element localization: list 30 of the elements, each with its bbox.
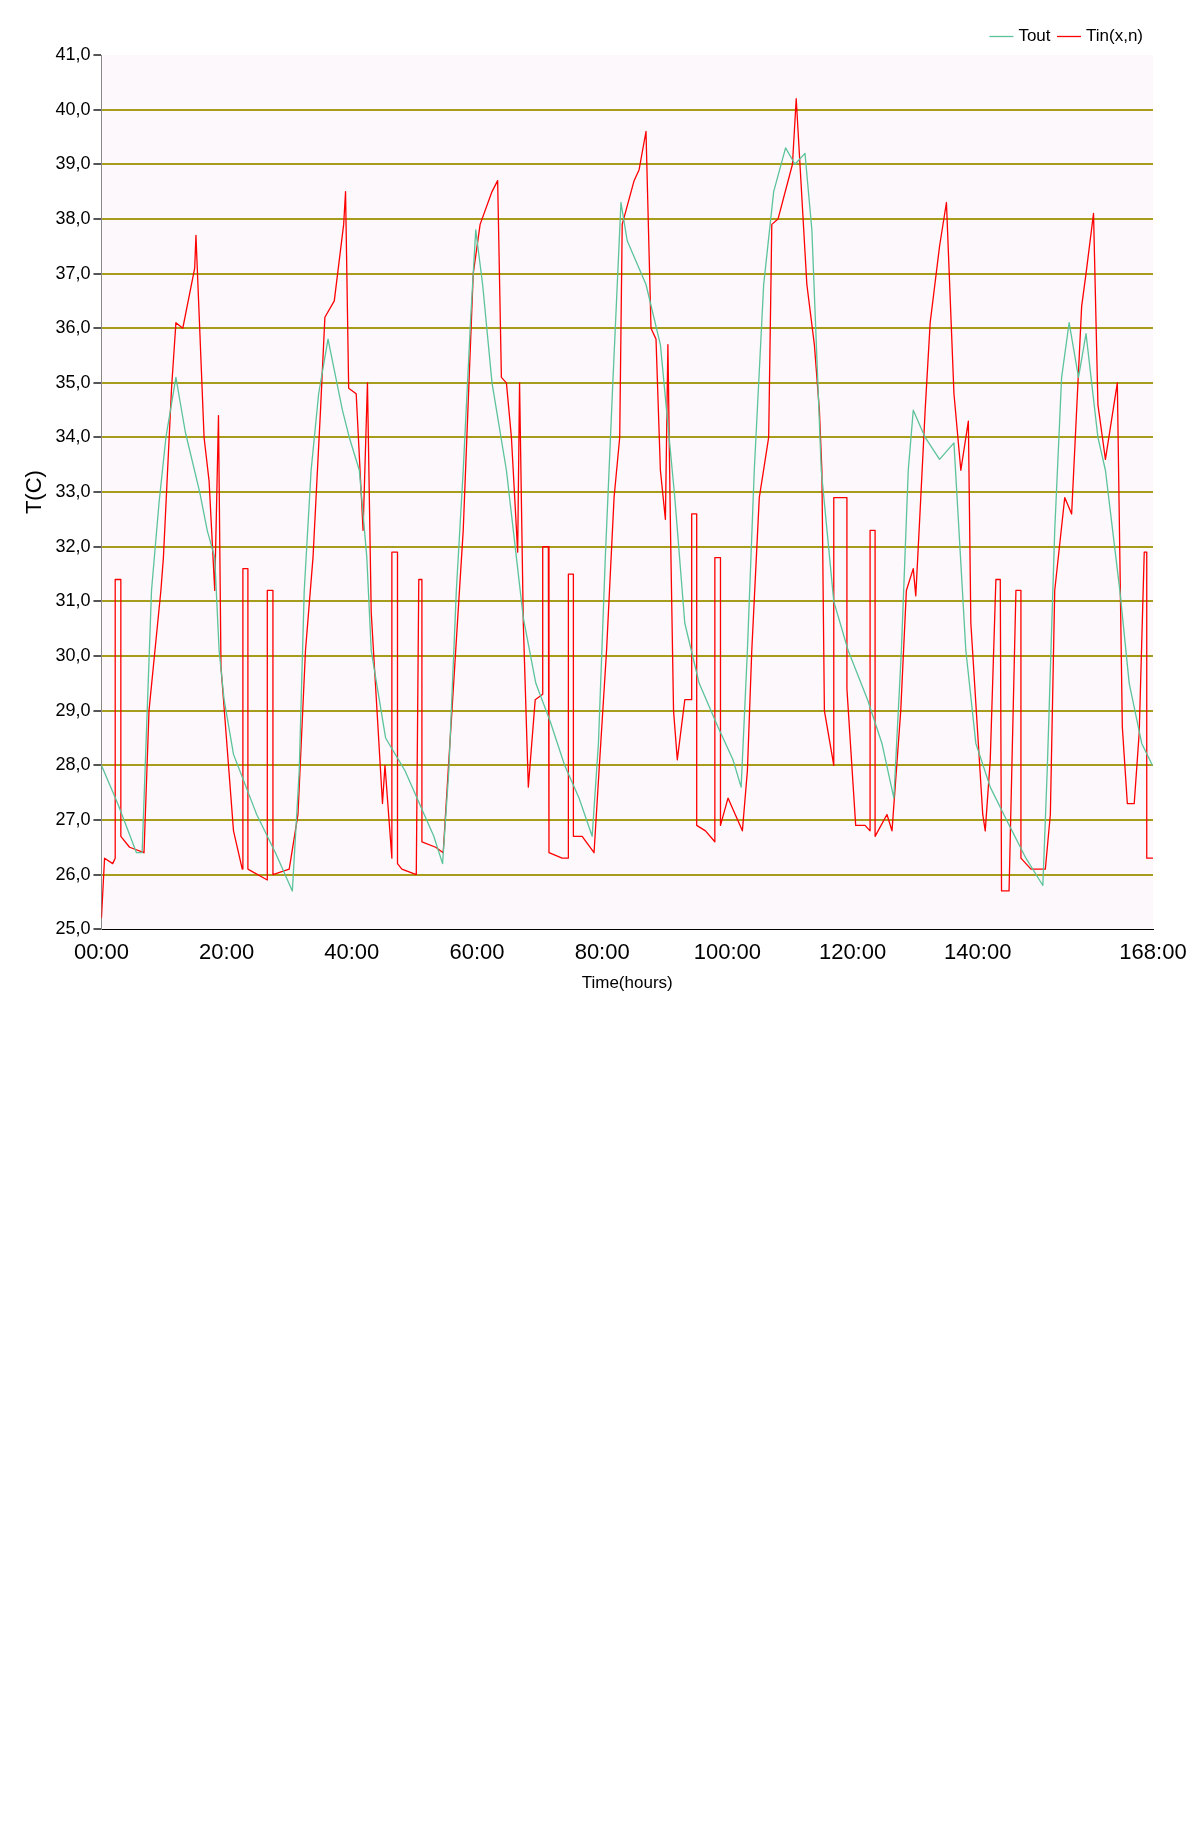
x-tick-label: 00:00 [73, 939, 129, 965]
x-tick-label: 168:00 [1119, 939, 1187, 965]
legend-label: Tin(x,n) [1086, 26, 1144, 46]
y-tick-label: 39,0 [55, 153, 91, 174]
x-tick-label: 120:00 [818, 939, 887, 965]
y-axis-title: T(C) [21, 470, 47, 515]
x-tick-label: 80:00 [574, 939, 630, 965]
y-tick-label: 26,0 [55, 863, 91, 884]
x-tick-label: 60:00 [449, 939, 505, 965]
x-tick-label: 40:00 [324, 939, 380, 965]
y-tick-label: 34,0 [55, 426, 91, 447]
x-tick-label: 20:00 [199, 939, 255, 965]
y-tick-label: 27,0 [55, 808, 91, 829]
y-tick-label: 31,0 [55, 590, 91, 611]
x-tick-label: 140:00 [944, 939, 1012, 965]
y-tick-label: 41,0 [55, 43, 91, 64]
y-tick-label: 36,0 [55, 317, 91, 338]
y-tick-label: 28,0 [55, 754, 91, 775]
y-tick-label: 38,0 [55, 207, 91, 228]
y-tick-label: 40,0 [55, 98, 91, 119]
y-tick-label: 32,0 [55, 535, 91, 556]
y-tick-label: 37,0 [55, 262, 91, 283]
y-tick-label: 35,0 [55, 371, 91, 392]
legend-label: Tout [1018, 26, 1051, 46]
y-tick-label: 30,0 [55, 644, 91, 665]
y-tick-label: 29,0 [55, 699, 91, 720]
y-tick-label: 33,0 [55, 481, 91, 502]
y-tick-label: 25,0 [55, 918, 91, 939]
x-axis-title: Time(hours) [581, 973, 673, 993]
x-tick-label: 100:00 [693, 939, 762, 965]
